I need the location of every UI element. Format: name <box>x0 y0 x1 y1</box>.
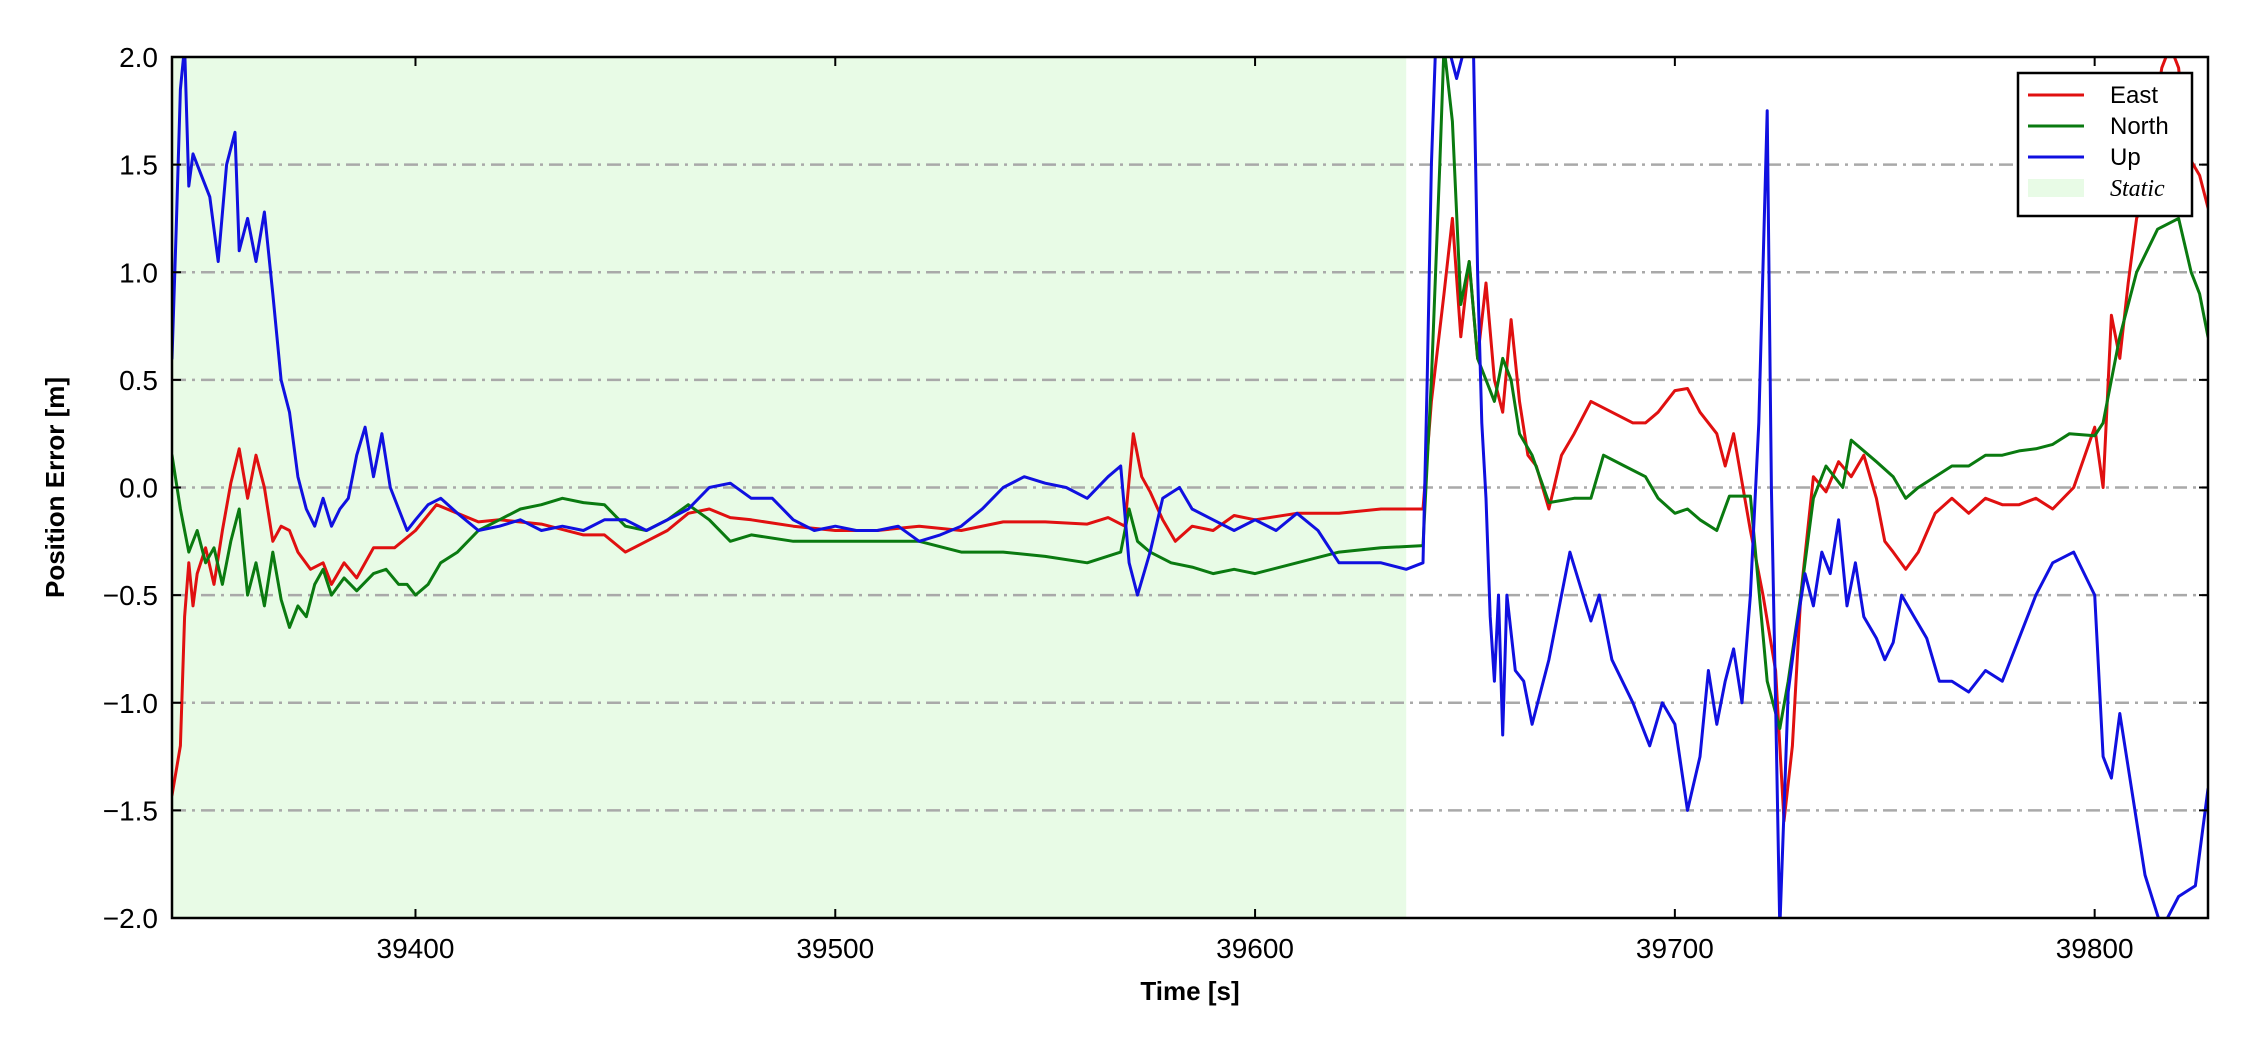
x-tick-label: 39700 <box>1636 933 1714 964</box>
x-tick-label: 39400 <box>377 933 455 964</box>
x-axis-title: Time [s] <box>1140 976 1239 1006</box>
series-line-east <box>172 57 2208 823</box>
y-tick-label: 1.5 <box>119 150 158 181</box>
legend-label-east: East <box>2110 82 2158 109</box>
legend-label-north: North <box>2110 113 2169 140</box>
y-tick-label: −0.5 <box>103 580 158 611</box>
y-tick-label: 0.5 <box>119 365 158 396</box>
legend: East North Up Static <box>2016 71 2194 218</box>
series-line-north <box>172 57 2208 731</box>
y-tick-label: −1.0 <box>103 688 158 719</box>
y-tick-label: 1.0 <box>119 257 158 288</box>
legend-swatch-static <box>2028 179 2084 197</box>
y-tick-label: −1.5 <box>103 795 158 826</box>
legend-label-static: Static <box>2110 176 2165 202</box>
series-group <box>172 57 2208 918</box>
y-axis-title: Position Error [m] <box>40 377 70 598</box>
x-tick-label: 39500 <box>796 933 874 964</box>
y-tick-label: 0.0 <box>119 473 158 504</box>
y-tick-label: −2.0 <box>103 903 158 934</box>
legend-label-up: Up <box>2110 144 2141 171</box>
x-tick-label: 39600 <box>1216 933 1294 964</box>
series-line-up <box>172 57 2208 918</box>
y-tick-label: 2.0 <box>119 42 158 73</box>
x-tick-label: 39800 <box>2056 933 2134 964</box>
